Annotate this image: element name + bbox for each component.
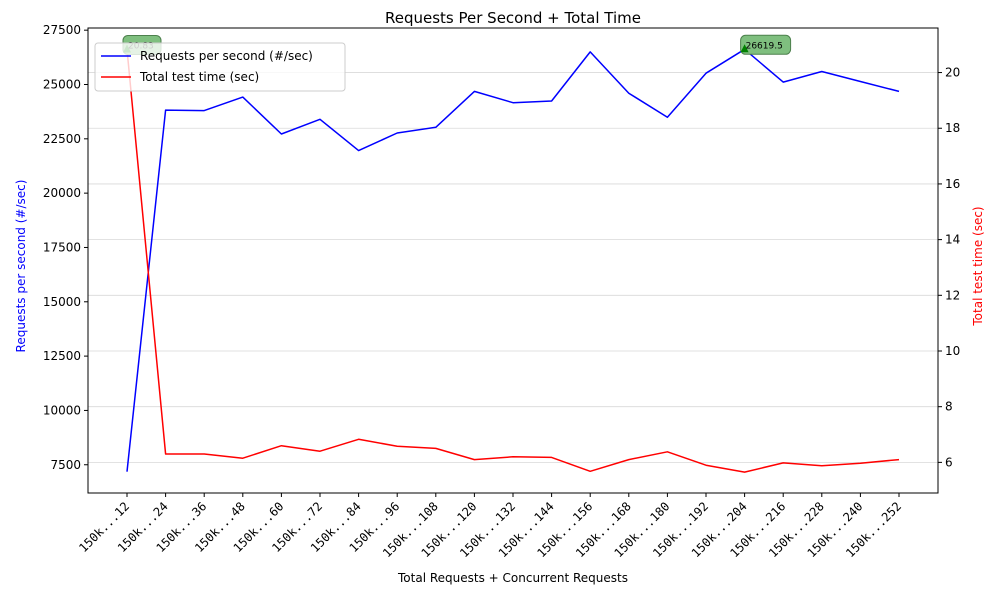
series-line-requests-per-second [126,48,900,472]
right-y-tick-label: 20 [945,66,960,80]
left-y-tick-label: 25000 [43,77,81,91]
annotation-box [740,34,792,55]
series-line-total-test-time [126,49,900,473]
series-lines [126,48,900,473]
legend-label-rps: Requests per second (#/sec) [140,49,313,63]
annotation-marker [740,44,749,53]
left-y-tick-label: 12500 [43,349,81,363]
left-axis: 7500 10000 12500 15000 17500 20000 22500 25000 2… [43,23,88,472]
left-y-tick-label: 22500 [43,132,81,146]
left-y-tick-label: 10000 [43,403,81,417]
legend-label-time: Total test time (sec) [139,70,259,84]
annotation-label: 26619.5 [746,41,783,51]
left-y-tick-label: 7500 [50,458,81,472]
left-y-tick-label: 27500 [43,23,81,37]
right-y-tick-label: 18 [945,121,960,135]
legend-box [94,42,346,92]
right-y-tick-label: 12 [945,288,960,302]
right-y-tick-label: 14 [945,233,960,247]
x-axis-label: Total Requests + Concurrent Requests [397,571,628,585]
legend: Requests per second (#/sec) Total test t… [94,42,346,92]
left-y-tick-label: 17500 [43,240,81,254]
right-axis: 6 8 10 12 14 16 18 20 [938,66,960,469]
right-y-tick-label: 10 [945,344,960,358]
left-y-tick-label: 15000 [43,295,81,309]
left-y-tick-label: 20000 [43,186,81,200]
right-y-tick-label: 8 [945,400,953,414]
right-y-tick-label: 16 [945,177,960,191]
chart-title: Requests Per Second + Total Time [385,9,641,27]
right-y-axis-label: Total test time (sec) [971,206,985,326]
left-y-axis-label: Requests per second (#/sec) [14,180,28,353]
right-y-tick-label: 6 [945,455,953,469]
